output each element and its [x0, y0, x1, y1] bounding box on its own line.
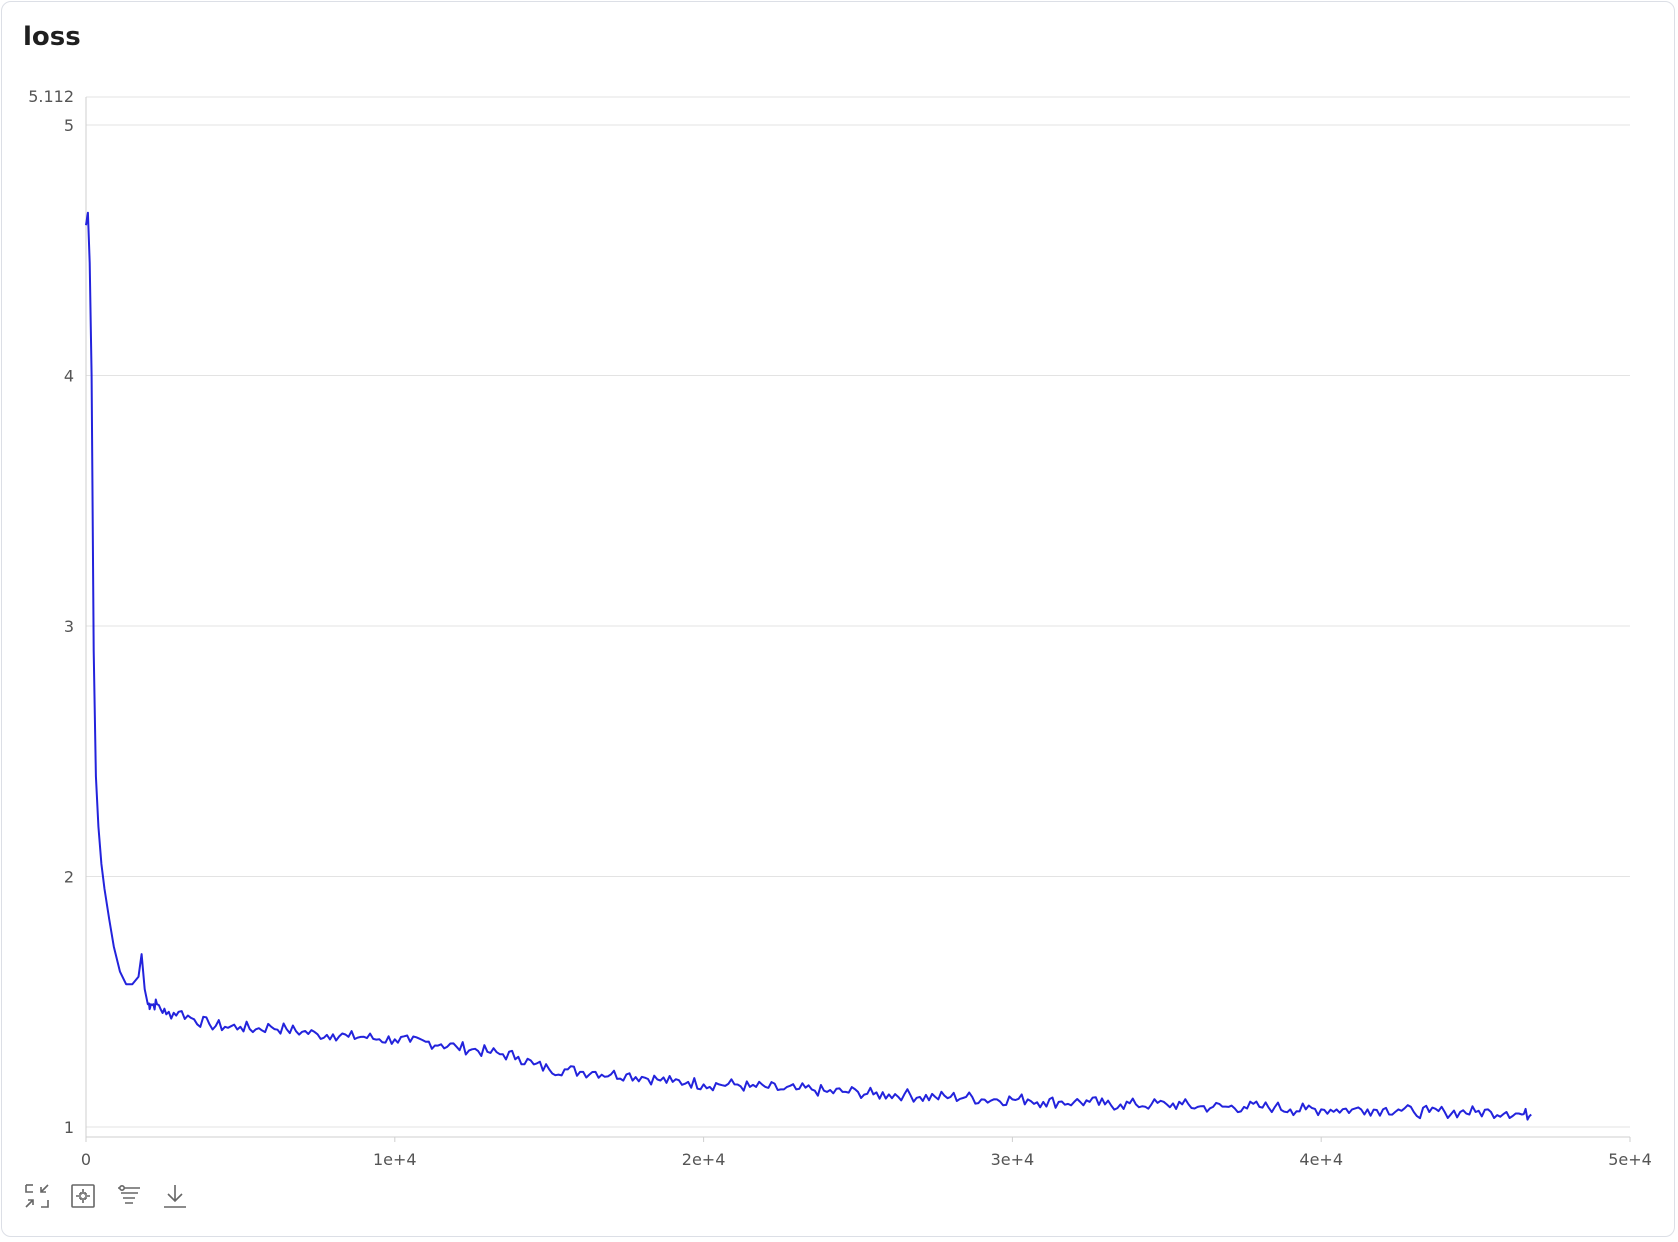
y-tick-label: 3: [64, 617, 74, 636]
download-icon: [164, 1185, 186, 1208]
filter-icon: [118, 1184, 140, 1204]
download-button[interactable]: [160, 1181, 190, 1211]
loss-series-line: [85, 211, 1532, 1121]
collapse-icon: [25, 1184, 49, 1208]
fit-screen-button[interactable]: [68, 1181, 98, 1211]
y-tick-label: 5: [64, 116, 74, 135]
y-max-label: 5.112: [28, 87, 74, 106]
chart-plot[interactable]: 5.112 1 2 3 4 5 0 1e+4 2e+4 3e+4 4e+4 5e+4: [2, 2, 1676, 1172]
x-tick-label: 2e+4: [682, 1150, 726, 1169]
x-tick-label: 5e+4: [1608, 1150, 1652, 1169]
y-tick-label: 1: [64, 1118, 74, 1137]
chart-toolbar: [22, 1180, 190, 1212]
y-tick-label: 2: [64, 867, 74, 886]
collapse-button[interactable]: [22, 1181, 52, 1211]
x-tick-label: 1e+4: [373, 1150, 417, 1169]
filter-button[interactable]: [114, 1181, 144, 1211]
chart-title: loss: [23, 22, 81, 52]
y-tick-label: 4: [64, 367, 74, 386]
fit-screen-icon: [71, 1184, 95, 1208]
x-tick-label: 3e+4: [991, 1150, 1035, 1169]
x-tick-label: 4e+4: [1299, 1150, 1343, 1169]
x-tick-label: 0: [81, 1150, 91, 1169]
